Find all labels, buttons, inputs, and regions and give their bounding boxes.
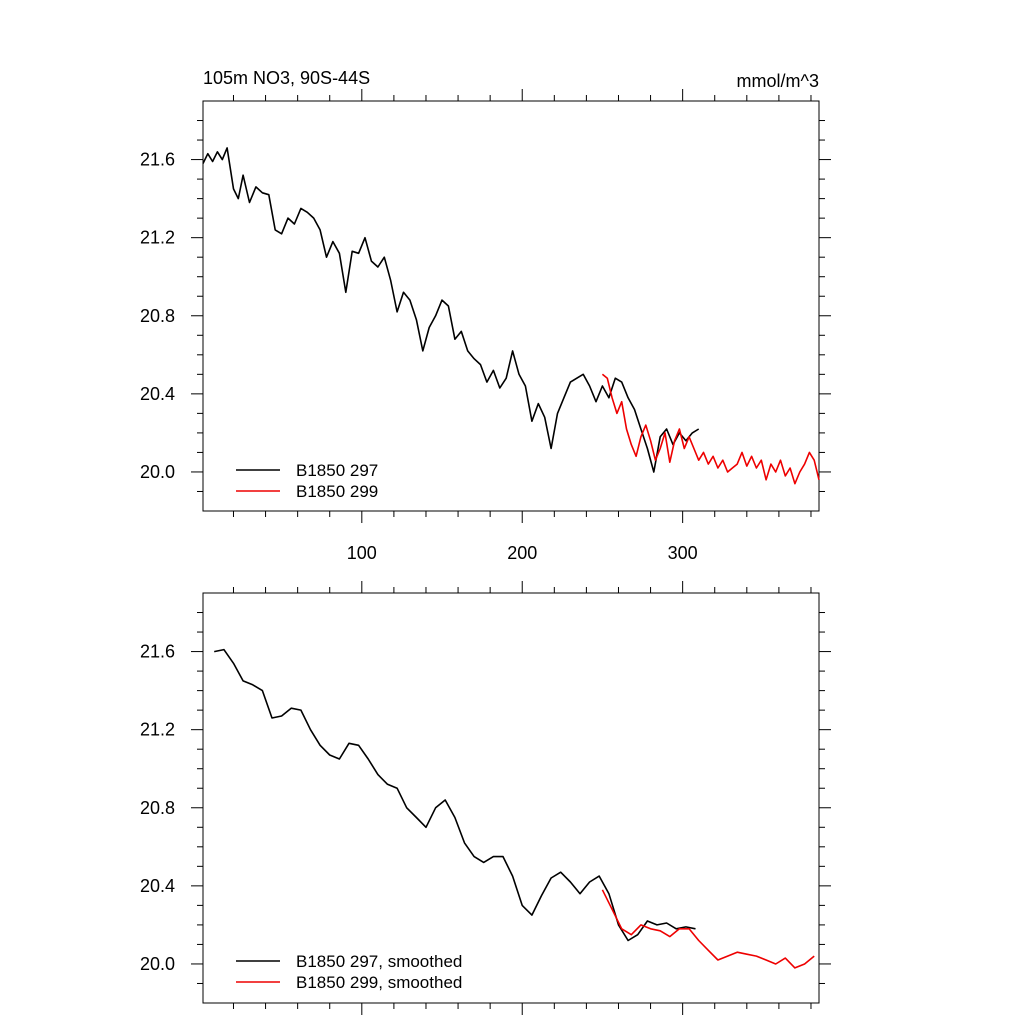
- x-tick-label: 100: [347, 543, 377, 563]
- series-line-1: [202, 147, 700, 473]
- y-tick-label: 20.0: [140, 462, 175, 482]
- x-tick-label: 300: [668, 543, 698, 563]
- y-tick-label: 21.2: [140, 228, 175, 248]
- y-tick-label: 20.8: [140, 306, 175, 326]
- bottom-panel: 20.0 20.4 20.8 21.2 21.6 B1850 297, smoothed B…: [140, 581, 831, 1015]
- y-tick-label: 21.6: [140, 150, 175, 170]
- y-tick-label: 20.4: [140, 384, 175, 404]
- y-tick-label: 20.0: [140, 954, 175, 974]
- legend-label: B1850 297, smoothed: [296, 952, 462, 971]
- y-tick-label: 20.8: [140, 798, 175, 818]
- chart-title: 105m NO3, 90S-44S: [203, 68, 370, 88]
- y-tick-label: 21.6: [140, 642, 175, 662]
- y-tick-label: 21.2: [140, 720, 175, 740]
- series-line-1: [214, 648, 696, 942]
- y-tick-label: 20.4: [140, 876, 175, 896]
- plot-frame: [202, 592, 820, 1004]
- legend-label: B1850 299, smoothed: [296, 973, 462, 992]
- legend-label: B1850 299: [296, 482, 378, 501]
- top-panel: 20.0 20.4 20.8 21.2 21.6 100 200 300 B1850 297 B1…: [140, 89, 831, 563]
- legend-label: B1850 297: [296, 461, 378, 480]
- series-line-2: [601, 889, 815, 969]
- units-label: mmol/m^3: [737, 71, 819, 91]
- x-tick-label: 200: [507, 543, 537, 563]
- series-line-2: [601, 373, 820, 485]
- plot-frame: [202, 100, 820, 512]
